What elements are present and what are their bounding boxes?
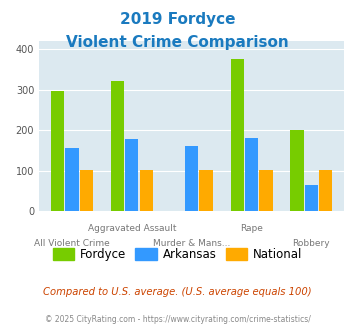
- Text: Rape: Rape: [240, 224, 263, 233]
- Text: 2019 Fordyce: 2019 Fordyce: [120, 12, 235, 26]
- Bar: [125, 139, 138, 211]
- Bar: [305, 185, 318, 211]
- Text: Robbery: Robbery: [293, 239, 330, 248]
- Bar: [51, 91, 64, 211]
- Bar: [111, 81, 124, 211]
- Text: Aggravated Assault: Aggravated Assault: [88, 224, 176, 233]
- Text: © 2025 CityRating.com - https://www.cityrating.com/crime-statistics/: © 2025 CityRating.com - https://www.city…: [45, 315, 310, 324]
- Legend: Fordyce, Arkansas, National: Fordyce, Arkansas, National: [48, 244, 307, 266]
- Bar: [290, 130, 304, 211]
- Bar: [200, 170, 213, 211]
- Text: Compared to U.S. average. (U.S. average equals 100): Compared to U.S. average. (U.S. average …: [43, 287, 312, 297]
- Bar: [140, 170, 153, 211]
- Bar: [319, 170, 332, 211]
- Bar: [245, 138, 258, 211]
- Bar: [260, 170, 273, 211]
- Bar: [185, 146, 198, 211]
- Bar: [231, 59, 244, 211]
- Bar: [65, 148, 78, 211]
- Bar: [80, 170, 93, 211]
- Text: Murder & Mans...: Murder & Mans...: [153, 239, 230, 248]
- Text: Violent Crime Comparison: Violent Crime Comparison: [66, 35, 289, 50]
- Text: All Violent Crime: All Violent Crime: [34, 239, 110, 248]
